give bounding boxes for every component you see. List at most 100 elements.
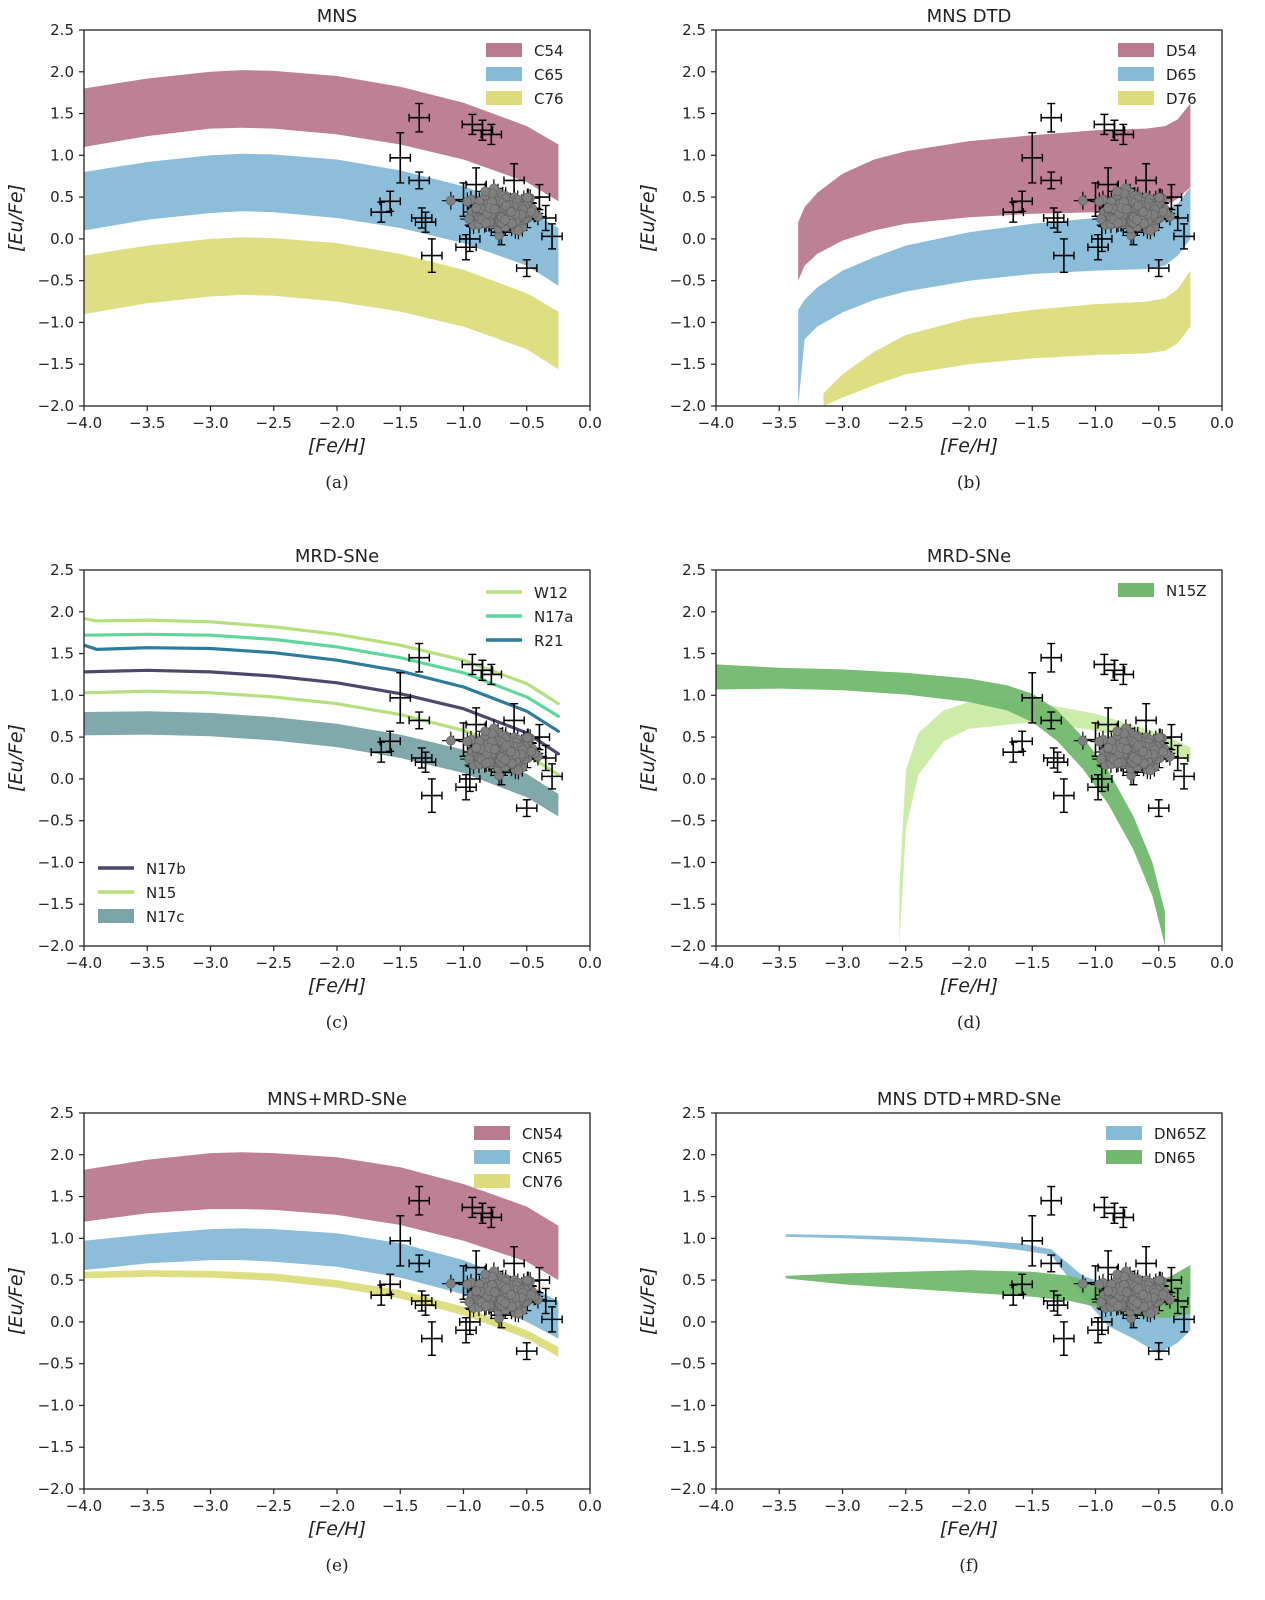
- observation-point: [1112, 123, 1135, 146]
- cluster-point: [464, 214, 474, 224]
- x-tick-label: −1.5: [1014, 954, 1050, 972]
- x-tick-label: −2.0: [319, 414, 355, 432]
- x-axis-label: [Fe/H]: [308, 975, 366, 997]
- cluster-point: [1133, 740, 1144, 751]
- observation-point: [1112, 663, 1135, 686]
- cluster-point: [522, 732, 533, 743]
- legend-patch-swatch: [474, 1126, 510, 1140]
- y-tick-label: 1.0: [682, 146, 706, 164]
- x-tick-label: −3.0: [192, 954, 228, 972]
- y-tick-label: 1.5: [50, 105, 74, 123]
- observation-point: [1040, 711, 1063, 730]
- y-axis-label: [Eu/Fe]: [637, 1267, 659, 1335]
- y-axis-label: [Eu/Fe]: [5, 724, 27, 792]
- observation-point: [1135, 1245, 1157, 1281]
- observation-point: [480, 1206, 503, 1229]
- x-tick-label: −2.0: [319, 1497, 355, 1515]
- observation-point: [1112, 1206, 1135, 1229]
- x-tick-label: −0.5: [1141, 1497, 1177, 1515]
- x-axis-label: [Fe/H]: [308, 435, 366, 457]
- y-tick-label: 1.0: [50, 686, 74, 704]
- cluster-point: [1103, 1286, 1114, 1296]
- observation-point: [370, 741, 393, 763]
- observation-point: [408, 171, 431, 190]
- y-tick-label: 2.5: [50, 1104, 74, 1122]
- legend-entry: D54: [1118, 42, 1197, 60]
- cluster-point: [480, 1269, 490, 1280]
- cluster-point: [489, 744, 500, 754]
- y-tick-label: −0.5: [38, 1355, 74, 1373]
- x-axis-label: [Fe/H]: [940, 1518, 998, 1540]
- cluster-point: [1154, 1275, 1165, 1286]
- y-tick-label: 1.5: [50, 645, 74, 663]
- observation-point: [528, 183, 551, 211]
- cluster-point: [506, 747, 516, 757]
- y-tick-label: −2.0: [670, 937, 706, 955]
- observation-point: [515, 1342, 538, 1361]
- plot-area: [798, 102, 1195, 406]
- x-tick-label: −4.0: [66, 954, 102, 972]
- cluster-point: [1113, 1301, 1123, 1311]
- legend-label: C54: [534, 42, 564, 60]
- observation-point: [379, 730, 401, 753]
- cluster-point: [464, 1297, 474, 1307]
- cluster-point: [471, 743, 482, 753]
- chart-panel-e: −4.0 −3.5 −3.0 −2.5 −2.0 −1.5 −1.0 −0.5 0.0 −2.0 −…: [5, 1089, 602, 1576]
- series-band-cn76: [84, 1270, 559, 1357]
- y-tick-label: 1.5: [682, 105, 706, 123]
- x-tick-label: 0.0: [578, 1497, 602, 1515]
- observation-point: [1002, 741, 1025, 763]
- cluster-point: [1158, 1289, 1169, 1300]
- legend-label: CN54: [522, 1125, 563, 1143]
- x-tick-label: −3.0: [824, 414, 860, 432]
- y-tick-label: 0.0: [50, 230, 74, 248]
- y-tick-label: 2.5: [50, 21, 74, 39]
- panel-caption: (f): [959, 1556, 979, 1576]
- observation-point: [1021, 132, 1044, 184]
- observation-point: [471, 659, 494, 681]
- observation-point: [541, 1306, 563, 1333]
- y-tick-label: 1.0: [50, 146, 74, 164]
- legend-patch-swatch: [486, 91, 522, 105]
- cluster-point: [489, 204, 500, 214]
- y-tick-label: 2.5: [50, 561, 74, 579]
- cluster-point: [1112, 1269, 1122, 1280]
- legend-entry: C54: [486, 42, 564, 60]
- legend-patch-swatch: [1118, 43, 1154, 57]
- chart-title: MNS DTD+MRD-SNe: [877, 1089, 1061, 1110]
- legend-entry: W12: [486, 584, 568, 602]
- y-tick-label: 2.0: [682, 1146, 706, 1164]
- observation-point: [414, 211, 437, 233]
- x-tick-label: −1.5: [1014, 414, 1050, 432]
- cluster-point: [471, 203, 482, 213]
- observation-point: [1011, 190, 1033, 213]
- chart-panel-b: −4.0 −3.5 −3.0 −2.5 −2.0 −1.5 −1.0 −0.5 0.0 −2.0 −…: [637, 6, 1234, 493]
- y-tick-label: −2.0: [38, 937, 74, 955]
- legend-entry: N17b: [98, 860, 186, 878]
- legend-entry: DN65Z: [1106, 1125, 1206, 1143]
- observation-point: [1040, 1185, 1063, 1216]
- cluster-point: [501, 740, 512, 751]
- x-tick-label: −2.0: [951, 1497, 987, 1515]
- x-tick-label: −4.0: [698, 1497, 734, 1515]
- panel-caption: (d): [957, 1013, 981, 1033]
- x-axis-label: [Fe/H]: [940, 975, 998, 997]
- observation-point: [421, 778, 443, 814]
- series-line-w12: [84, 616, 560, 706]
- cluster-point: [506, 207, 516, 217]
- x-tick-label: −2.0: [951, 414, 987, 432]
- cluster-point: [1145, 225, 1156, 236]
- y-axis-label: [Eu/Fe]: [637, 184, 659, 252]
- panel-caption: (e): [325, 1556, 348, 1576]
- observation-point: [370, 1284, 393, 1306]
- cluster-point: [462, 736, 473, 747]
- y-tick-label: 2.0: [50, 63, 74, 81]
- series-band-n17c: [84, 711, 559, 817]
- legend-entry: N15: [98, 884, 176, 902]
- y-tick-label: 2.0: [682, 603, 706, 621]
- observation-point: [1103, 659, 1126, 681]
- cluster-point: [1145, 765, 1156, 776]
- cluster-point: [522, 192, 533, 203]
- observation-point: [1040, 171, 1063, 190]
- cluster-point: [1078, 1278, 1088, 1289]
